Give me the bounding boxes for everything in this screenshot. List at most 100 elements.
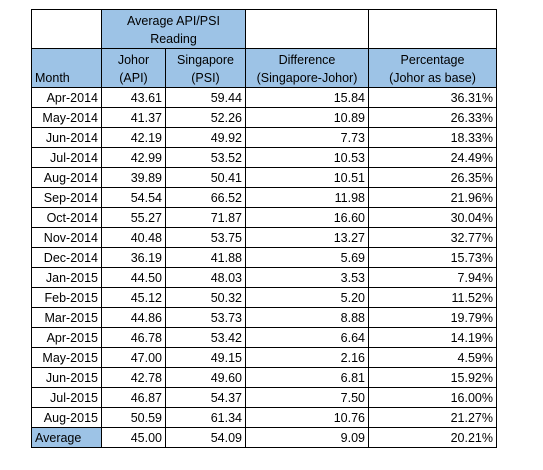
- percentage-header-line1: Percentage: [400, 53, 465, 67]
- singapore-cell[interactable]: 53.52: [165, 147, 246, 168]
- difference-cell[interactable]: 5.69: [245, 247, 369, 268]
- percentage-cell[interactable]: 30.04%: [368, 207, 497, 228]
- month-cell[interactable]: Jun-2015: [31, 367, 102, 388]
- difference-cell[interactable]: 11.98: [245, 187, 369, 208]
- month-cell[interactable]: Mar-2015: [31, 307, 102, 328]
- header-row-group: Average API/PSI Reading: [31, 9, 497, 49]
- singapore-cell[interactable]: 53.75: [165, 227, 246, 248]
- singapore-column-header[interactable]: Singapore (PSI): [165, 48, 246, 88]
- percentage-cell[interactable]: 14.19%: [368, 327, 497, 348]
- singapore-cell[interactable]: 49.15: [165, 347, 246, 368]
- month-cell[interactable]: Jul-2015: [31, 387, 102, 408]
- singapore-cell[interactable]: 50.32: [165, 287, 246, 308]
- singapore-cell[interactable]: 61.34: [165, 407, 246, 428]
- percentage-cell[interactable]: 26.33%: [368, 107, 497, 128]
- percentage-cell[interactable]: 32.77%: [368, 227, 497, 248]
- johor-cell[interactable]: 54.54: [101, 187, 166, 208]
- singapore-cell[interactable]: 53.73: [165, 307, 246, 328]
- percentage-column-header[interactable]: Percentage (Johor as base): [368, 48, 497, 88]
- blank-cell: [245, 9, 369, 49]
- johor-cell[interactable]: 55.27: [101, 207, 166, 228]
- difference-cell[interactable]: 6.81: [245, 367, 369, 388]
- percentage-cell[interactable]: 18.33%: [368, 127, 497, 148]
- singapore-cell[interactable]: 52.26: [165, 107, 246, 128]
- average-singapore-cell[interactable]: 54.09: [165, 427, 246, 448]
- difference-cell[interactable]: 10.89: [245, 107, 369, 128]
- singapore-cell[interactable]: 54.37: [165, 387, 246, 408]
- month-cell[interactable]: Nov-2014: [31, 227, 102, 248]
- percentage-cell[interactable]: 26.35%: [368, 167, 497, 188]
- johor-cell[interactable]: 43.61: [101, 87, 166, 108]
- month-cell[interactable]: Apr-2015: [31, 327, 102, 348]
- percentage-cell[interactable]: 4.59%: [368, 347, 497, 368]
- johor-cell[interactable]: 40.48: [101, 227, 166, 248]
- month-cell[interactable]: Jul-2014: [31, 147, 102, 168]
- johor-cell[interactable]: 45.12: [101, 287, 166, 308]
- difference-cell[interactable]: 10.76: [245, 407, 369, 428]
- singapore-cell[interactable]: 59.44: [165, 87, 246, 108]
- average-reading-group-header[interactable]: Average API/PSI Reading: [101, 9, 246, 49]
- month-cell[interactable]: Aug-2015: [31, 407, 102, 428]
- johor-cell[interactable]: 44.86: [101, 307, 166, 328]
- average-difference-cell[interactable]: 9.09: [245, 427, 369, 448]
- percentage-cell[interactable]: 21.27%: [368, 407, 497, 428]
- percentage-cell[interactable]: 15.92%: [368, 367, 497, 388]
- johor-cell[interactable]: 41.37: [101, 107, 166, 128]
- johor-cell[interactable]: 50.59: [101, 407, 166, 428]
- difference-cell[interactable]: 2.16: [245, 347, 369, 368]
- johor-cell[interactable]: 46.87: [101, 387, 166, 408]
- month-cell[interactable]: May-2015: [31, 347, 102, 368]
- month-cell[interactable]: Dec-2014: [31, 247, 102, 268]
- month-cell[interactable]: May-2014: [31, 107, 102, 128]
- difference-cell[interactable]: 7.73: [245, 127, 369, 148]
- month-column-header[interactable]: Month: [31, 48, 102, 88]
- johor-column-header[interactable]: Johor (API): [101, 48, 166, 88]
- johor-cell[interactable]: 42.78: [101, 367, 166, 388]
- percentage-cell[interactable]: 21.96%: [368, 187, 497, 208]
- johor-cell[interactable]: 44.50: [101, 267, 166, 288]
- difference-cell[interactable]: 13.27: [245, 227, 369, 248]
- percentage-cell[interactable]: 19.79%: [368, 307, 497, 328]
- johor-cell[interactable]: 46.78: [101, 327, 166, 348]
- singapore-cell[interactable]: 49.92: [165, 127, 246, 148]
- month-cell[interactable]: Oct-2014: [31, 207, 102, 228]
- johor-cell[interactable]: 42.19: [101, 127, 166, 148]
- difference-cell[interactable]: 15.84: [245, 87, 369, 108]
- difference-cell[interactable]: 8.88: [245, 307, 369, 328]
- singapore-cell[interactable]: 48.03: [165, 267, 246, 288]
- average-johor-cell[interactable]: 45.00: [101, 427, 166, 448]
- average-percentage-cell[interactable]: 20.21%: [368, 427, 497, 448]
- johor-cell[interactable]: 42.99: [101, 147, 166, 168]
- difference-cell[interactable]: 7.50: [245, 387, 369, 408]
- month-cell[interactable]: Aug-2014: [31, 167, 102, 188]
- percentage-cell[interactable]: 11.52%: [368, 287, 497, 308]
- johor-cell[interactable]: 47.00: [101, 347, 166, 368]
- difference-cell[interactable]: 10.51: [245, 167, 369, 188]
- johor-cell[interactable]: 39.89: [101, 167, 166, 188]
- singapore-cell[interactable]: 53.42: [165, 327, 246, 348]
- difference-cell[interactable]: 10.53: [245, 147, 369, 168]
- singapore-cell[interactable]: 50.41: [165, 167, 246, 188]
- percentage-cell[interactable]: 36.31%: [368, 87, 497, 108]
- month-cell[interactable]: Jun-2014: [31, 127, 102, 148]
- month-cell[interactable]: Sep-2014: [31, 187, 102, 208]
- month-cell[interactable]: Apr-2014: [31, 87, 102, 108]
- percentage-cell[interactable]: 24.49%: [368, 147, 497, 168]
- singapore-cell[interactable]: 49.60: [165, 367, 246, 388]
- singapore-cell[interactable]: 41.88: [165, 247, 246, 268]
- difference-cell[interactable]: 3.53: [245, 267, 369, 288]
- month-cell[interactable]: Feb-2015: [31, 287, 102, 308]
- singapore-cell[interactable]: 66.52: [165, 187, 246, 208]
- average-label-cell[interactable]: Average: [31, 427, 102, 448]
- difference-column-header[interactable]: Difference (Singapore-Johor): [245, 48, 369, 88]
- johor-cell[interactable]: 36.19: [101, 247, 166, 268]
- month-cell[interactable]: Jan-2015: [31, 267, 102, 288]
- percentage-cell[interactable]: 15.73%: [368, 247, 497, 268]
- singapore-cell[interactable]: 71.87: [165, 207, 246, 228]
- difference-cell[interactable]: 6.64: [245, 327, 369, 348]
- difference-cell[interactable]: 16.60: [245, 207, 369, 228]
- difference-cell[interactable]: 5.20: [245, 287, 369, 308]
- percentage-cell[interactable]: 16.00%: [368, 387, 497, 408]
- percentage-cell[interactable]: 7.94%: [368, 267, 497, 288]
